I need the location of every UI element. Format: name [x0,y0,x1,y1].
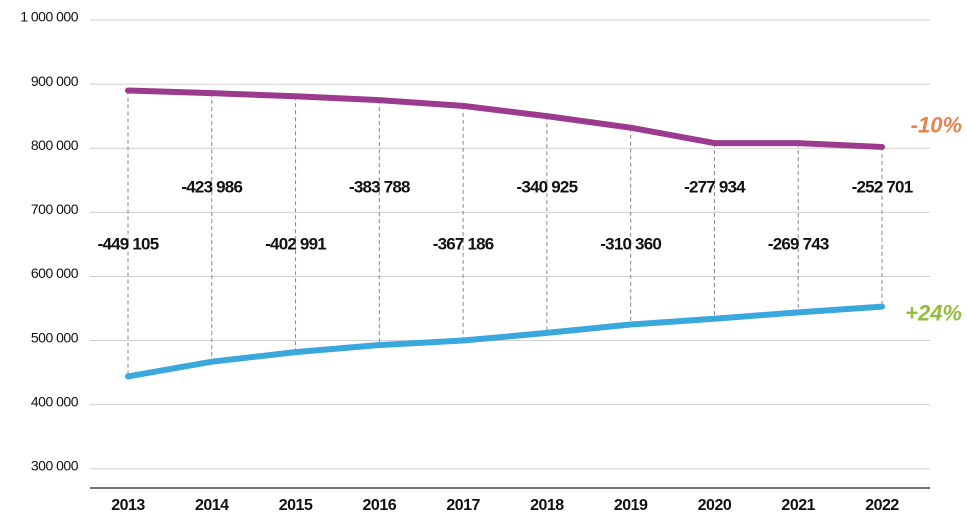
line-series [125,87,885,150]
x-tick-label: 2018 [530,497,564,514]
y-tick-label: 700 000 [31,201,79,217]
y-tick-label: 400 000 [31,393,79,409]
x-tick-label: 2019 [614,497,648,514]
x-tick-label: 2017 [446,497,480,514]
line-series [125,303,885,380]
difference-label: -383 788 [349,177,410,196]
annotation: +24% [905,300,962,325]
y-tick-label: 800 000 [31,137,79,153]
difference-label: -340 925 [517,177,578,196]
x-tick-label: 2014 [195,497,229,514]
x-tick-label: 2015 [279,497,313,514]
x-tick-label: 2016 [363,497,397,514]
difference-label: -277 934 [684,177,746,196]
difference-label: -367 186 [433,234,494,253]
y-tick-label: 600 000 [31,265,79,281]
x-tick-label: 2022 [865,497,899,514]
x-tick-label: 2021 [781,497,815,514]
x-tick-label: 2020 [698,497,732,514]
annotation: -10% [911,113,962,138]
difference-label: -449 105 [98,234,159,253]
difference-label: -252 701 [852,177,913,196]
y-tick-label: 1 000 000 [20,9,78,25]
x-tick-label: 2013 [111,497,145,514]
difference-label: -269 743 [768,234,829,253]
difference-label: -310 360 [600,234,661,253]
difference-label: -402 991 [265,234,326,253]
difference-label: -423 986 [181,177,242,196]
y-tick-label: 500 000 [31,329,79,345]
y-tick-label: 900 000 [31,73,79,89]
y-tick-label: 300 000 [31,457,79,473]
